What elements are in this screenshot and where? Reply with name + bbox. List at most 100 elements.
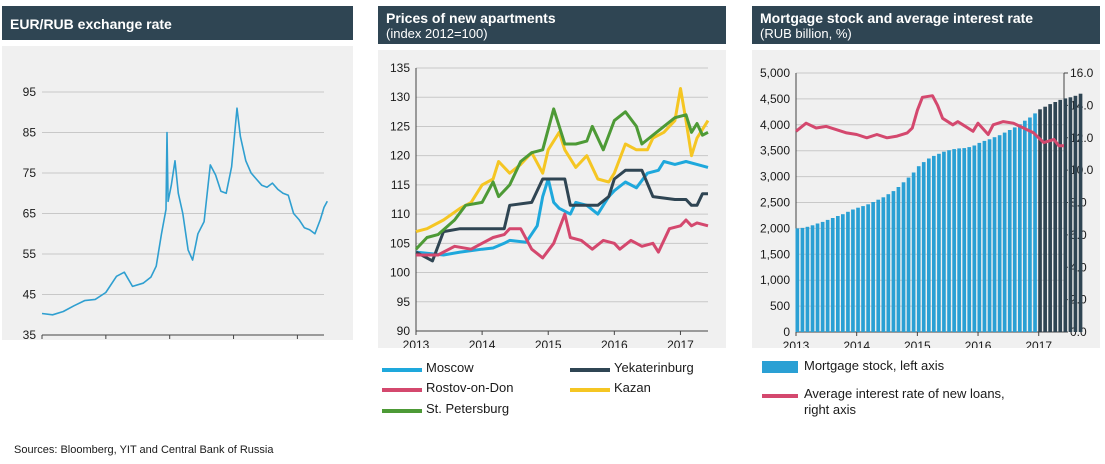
chart-subtitle: (RUB billion, %): [760, 26, 852, 41]
mortgage-stock-bar: [942, 151, 946, 332]
apartment-prices-chart-svg: 90 95 100 105 110 115 120 125 130 135 2013 2014 2015…: [390, 61, 710, 352]
mortgage-stock-bar: [1007, 130, 1012, 332]
mortgage-stock-bar: [967, 147, 972, 332]
mortgage-stock-bar: [871, 202, 875, 332]
mortgage-stock-bar: [876, 199, 881, 332]
mortgage-stock-bar: [1043, 106, 1047, 332]
mortgage-stock-bar: [1028, 117, 1032, 332]
chart-header: Prices of new apartments (index 2012=100…: [378, 6, 726, 44]
y-tick-label: 0: [783, 325, 790, 339]
chart-legend: Moscow Yekaterinburg Rostov-on-Don Kazan…: [378, 356, 726, 426]
legend-label: St. Petersburg: [426, 401, 510, 416]
chart-header: EUR/RUB exchange rate: [2, 6, 353, 40]
y-tick-label: 130: [390, 90, 410, 104]
mortgage-stock-bar: [800, 227, 805, 332]
y-tick-label: 90: [397, 324, 411, 338]
y-tick-label: 95: [23, 85, 37, 99]
y-tick-label: 3,000: [760, 170, 790, 184]
mortgage-stock-bar: [881, 197, 886, 332]
mortgage-stock-bar: [1012, 127, 1017, 333]
y-tick-label: 100: [390, 266, 410, 280]
mortgage-stock-bar: [932, 155, 936, 332]
y-tick-label: 75: [23, 166, 37, 180]
y-tick-label: 55: [23, 247, 37, 261]
legend-label-line2: right axis: [804, 402, 857, 417]
eurrub-chart-panel: EUR/RUB exchange rate 354555657585952013…: [2, 6, 353, 356]
y-tick-label: 135: [390, 61, 410, 75]
y-tick-label: 1,500: [760, 247, 790, 261]
mortgage-stock-bar: [830, 218, 835, 332]
x-tick-label: 2017: [1025, 339, 1052, 348]
mortgage-stock-bar: [856, 207, 860, 332]
mortgage-stock-bar: [1033, 113, 1037, 333]
interest-rate-line: [795, 94, 1064, 148]
mortgage-stock-bar: [1053, 102, 1058, 332]
y-tick-label: 3,500: [760, 144, 790, 158]
y2-tick-label: 2.0: [1070, 293, 1087, 307]
series-line-kazan: [415, 87, 710, 234]
mortgage-stock-bar: [1048, 104, 1052, 332]
sources-note: Sources: Bloomberg, YIT and Central Bank…: [14, 444, 274, 456]
y-tick-label: 2,500: [760, 196, 790, 210]
legend-label: Moscow: [426, 360, 474, 375]
plot-area: 3545556575859520132014201520162017: [2, 46, 353, 356]
mortgage-stock-bar: [1002, 132, 1007, 332]
mortgage-stock-bar: [1038, 109, 1042, 332]
y2-tick-label: 4.0: [1070, 260, 1087, 274]
mortgage-stock-bar: [820, 221, 825, 332]
mortgage-stock-bar: [1068, 97, 1073, 332]
legend-swatch-yekaterinburg: [570, 368, 610, 372]
y2-tick-label: 0.0: [1070, 325, 1087, 339]
plot-area: 90 95 100 105 110 115 120 125 130 135 2013 2014 2015…: [378, 50, 726, 352]
chart-legend: Mortgage stock, left axis Average intere…: [752, 356, 1100, 426]
mortgage-stock-bar: [886, 194, 891, 332]
mortgage-stock-bar: [927, 158, 931, 332]
mortgage-stock-bar: [987, 139, 992, 332]
x-tick-label: 2015: [535, 338, 562, 348]
mortgage-stock-bar: [851, 209, 855, 332]
mortgage-chart-svg: 0 500 1,000 1,500 2,000 2,500 3,000 3,500 4,000 4…: [760, 66, 1094, 353]
mortgage-stock-bar: [861, 206, 865, 332]
mortgage-stock-bar: [972, 145, 977, 332]
y2-tick-label: 6.0: [1070, 228, 1087, 242]
mortgage-stock-bar: [810, 225, 815, 332]
mortgage-stock-bar: [906, 177, 911, 332]
y-tick-label: 120: [390, 149, 410, 163]
legend-label: Rostov-on-Don: [426, 380, 514, 395]
mortgage-stock-bar: [891, 191, 896, 332]
legend-label: Mortgage stock, left axis: [804, 358, 945, 373]
x-tick-label: 2016: [965, 339, 992, 348]
y2-tick-label: 16.0: [1070, 66, 1094, 80]
mortgage-chart-panel: Mortgage stock and average interest rate…: [752, 6, 1100, 426]
plot-area: 0 500 1,000 1,500 2,000 2,500 3,000 3,500 4,000 4…: [752, 50, 1100, 353]
mortgage-stock-bar: [866, 204, 870, 332]
legend-swatch-mortgage-stock: [762, 361, 798, 373]
mortgage-stock-bar: [921, 162, 926, 332]
mortgage-stock-bar: [896, 187, 901, 332]
mortgage-stock-bar: [1063, 98, 1068, 333]
legend-swatch-st-petersburg: [382, 409, 422, 413]
mortgage-stock-bar: [916, 166, 921, 332]
y-tick-label: 4,500: [760, 92, 790, 106]
y-tick-label: 85: [23, 126, 37, 140]
series-line-moscow: [415, 160, 709, 257]
mortgage-stock-bar: [795, 228, 800, 332]
mortgage-stock-bar: [901, 182, 906, 332]
series-line-st-petersburg: [414, 107, 709, 251]
mortgage-stock-bar: [836, 216, 840, 332]
mortgage-stock-bar: [911, 172, 916, 332]
mortgage-stock-bar: [997, 135, 1002, 332]
x-tick-label: 2016: [601, 338, 628, 348]
chart-title: Mortgage stock and average interest rate: [760, 10, 1034, 26]
mortgage-stock-bar: [1073, 95, 1078, 332]
legend-swatch-kazan: [570, 388, 610, 392]
legend-label: Yekaterinburg: [614, 360, 694, 375]
mortgage-stock-bar: [841, 214, 845, 332]
y-tick-label: 115: [391, 178, 410, 192]
legend-swatch-interest-rate: [762, 394, 798, 398]
y-tick-label: 35: [23, 328, 37, 340]
y-tick-label: 105: [390, 236, 410, 250]
mortgage-stock-bar: [937, 153, 941, 332]
mortgage-stock-bar: [962, 148, 967, 332]
y-tick-label: 2,000: [760, 221, 790, 235]
